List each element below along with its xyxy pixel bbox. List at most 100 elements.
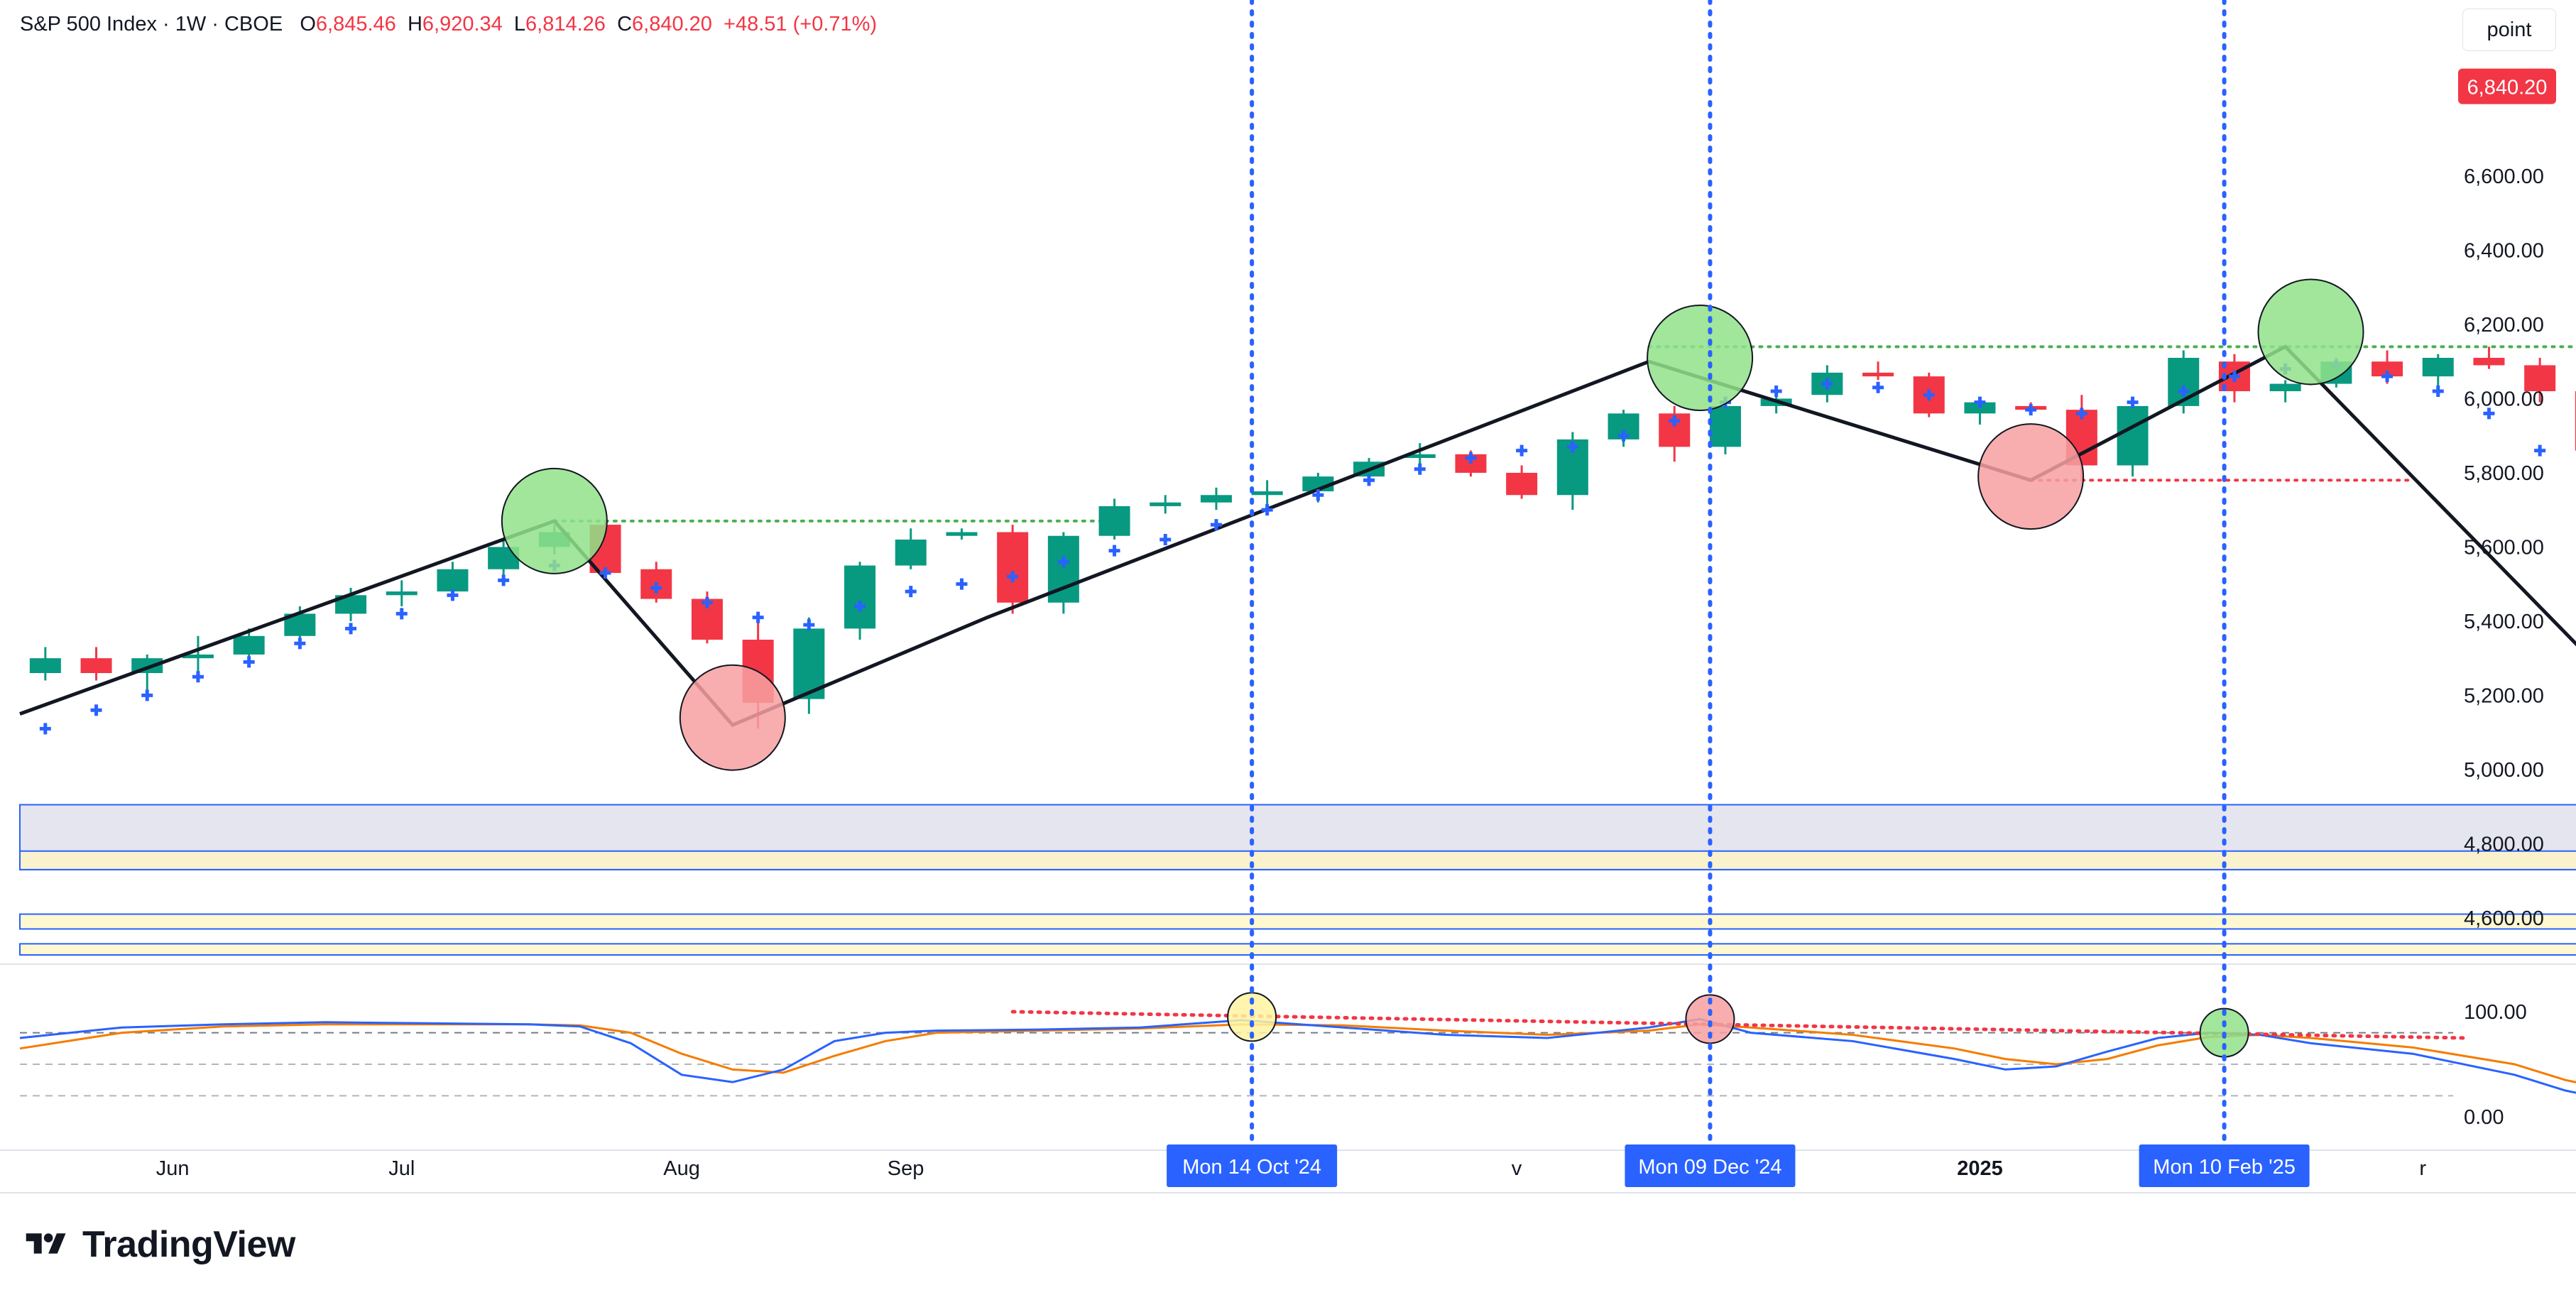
y-tick-label: 5,800.00 xyxy=(2464,462,2544,485)
signal-marker xyxy=(752,611,764,623)
open-value: 6,845.46 xyxy=(315,13,396,35)
brand-logo[interactable]: TradingView xyxy=(20,1223,295,1266)
signal-marker xyxy=(1312,489,1324,501)
signal-marker xyxy=(2381,371,2394,383)
signal-marker xyxy=(1057,556,1069,568)
date-marker-label-0: Mon 14 Oct '24 xyxy=(1182,1156,1321,1179)
signal-marker xyxy=(1159,533,1172,545)
candle-body xyxy=(997,532,1029,603)
low-value: 6,814.26 xyxy=(525,13,606,35)
signal-marker xyxy=(2483,408,2495,420)
last-price-badge xyxy=(2458,68,2556,104)
candle-body xyxy=(437,569,469,592)
signal-marker xyxy=(447,589,459,601)
x-tick-label: Jul xyxy=(388,1157,415,1180)
change-value: +48.51 (+0.71%) xyxy=(724,13,878,35)
candle-body xyxy=(2524,365,2556,392)
y-tick-label: 6,600.00 xyxy=(2464,165,2544,188)
y-tick-label: 6,000.00 xyxy=(2464,388,2544,410)
signal-marker xyxy=(294,638,306,650)
signal-marker xyxy=(1617,430,1630,442)
y-tick-label: 6,400.00 xyxy=(2464,240,2544,263)
candle-body xyxy=(29,658,61,674)
signal-marker xyxy=(2228,371,2240,383)
signal-marker xyxy=(1669,415,1681,427)
x-tick-label: Jun xyxy=(156,1157,190,1180)
x-tick-label: r xyxy=(2419,1157,2426,1180)
candle-body xyxy=(895,539,927,566)
candle-body xyxy=(1709,405,1741,447)
high-label: H xyxy=(407,13,422,35)
high-value: 6,920.34 xyxy=(422,13,503,35)
x-tick-label: 2025 xyxy=(1957,1157,2003,1180)
candle-body xyxy=(2117,405,2149,466)
date-marker-label-2: Mon 10 Feb '25 xyxy=(2153,1156,2296,1179)
signal-marker xyxy=(1821,378,1833,390)
signal-marker xyxy=(650,581,662,594)
signal-marker xyxy=(1261,504,1273,516)
last-price-label: 6,840.20 xyxy=(2467,77,2548,99)
date-marker-badge-1 xyxy=(1625,1144,1796,1187)
date-marker-badge-0 xyxy=(1167,1144,1338,1187)
y-tick-label: 6,200.00 xyxy=(2464,314,2544,337)
date-marker-badge-2 xyxy=(2139,1144,2310,1187)
symbol-title: S&P 500 Index · 1W · CBOE xyxy=(20,13,283,35)
low-label: L xyxy=(513,13,526,35)
candle-body xyxy=(1862,372,1894,377)
candle-body xyxy=(80,658,112,674)
signal-marker xyxy=(1210,519,1222,531)
tradingview-logo-icon xyxy=(26,1233,66,1254)
signal-marker xyxy=(2075,408,2087,420)
signal-marker xyxy=(498,574,510,586)
pivot-low-circle-1 xyxy=(679,664,786,771)
pivot-high-circle-0 xyxy=(501,467,608,574)
x-tick-label: Sep xyxy=(888,1157,924,1180)
signal-marker xyxy=(1770,386,1782,398)
signal-marker xyxy=(803,619,815,631)
candle-body xyxy=(2168,358,2200,406)
signal-marker xyxy=(2178,386,2190,398)
demand-zone-7 xyxy=(19,850,2576,870)
osc-y-tick-label: 100.00 xyxy=(2464,1001,2527,1024)
pivot-high-circle-2 xyxy=(1647,305,1754,412)
candle-body xyxy=(2372,361,2403,377)
y-tick-label: 5,000.00 xyxy=(2464,759,2544,782)
candle-body xyxy=(1150,502,1181,506)
y-tick-label: 4,600.00 xyxy=(2464,907,2544,930)
candle-body xyxy=(182,654,214,659)
signal-marker xyxy=(1363,474,1375,486)
x-tick-label: v xyxy=(1512,1157,1522,1180)
close-label: C xyxy=(617,13,633,35)
candle-body xyxy=(2473,358,2505,366)
scale-mode-button[interactable]: point xyxy=(2462,9,2556,51)
signal-marker xyxy=(345,623,357,635)
signal-marker xyxy=(1108,545,1120,557)
candle-body xyxy=(1200,495,1232,503)
osc-y-tick-label: 0.00 xyxy=(2464,1106,2504,1129)
y-tick-label: 5,200.00 xyxy=(2464,684,2544,707)
signal-marker xyxy=(141,689,153,701)
pivot-high-circle-4 xyxy=(2257,278,2364,386)
candle-body xyxy=(946,532,978,536)
candle-body xyxy=(1404,454,1436,459)
close-value: 6,840.20 xyxy=(632,13,712,35)
brand-name: TradingView xyxy=(82,1224,295,1265)
trend-line-0 xyxy=(19,344,2576,728)
signal-marker xyxy=(956,578,968,590)
signal-marker xyxy=(395,608,408,620)
signal-marker xyxy=(39,723,51,735)
demand-zone-8 xyxy=(19,913,2576,930)
candle-body xyxy=(2422,358,2454,377)
signal-marker xyxy=(1872,381,1884,393)
signal-marker xyxy=(90,704,102,716)
candle-body xyxy=(233,635,265,655)
signal-marker xyxy=(1414,463,1426,475)
signal-marker xyxy=(1566,441,1578,453)
candle-body xyxy=(1251,491,1283,496)
signal-marker xyxy=(1465,452,1477,464)
signal-marker xyxy=(2127,396,2139,408)
candle-body xyxy=(386,591,417,596)
demand-zone-9 xyxy=(19,943,2576,956)
signal-marker xyxy=(192,671,204,683)
